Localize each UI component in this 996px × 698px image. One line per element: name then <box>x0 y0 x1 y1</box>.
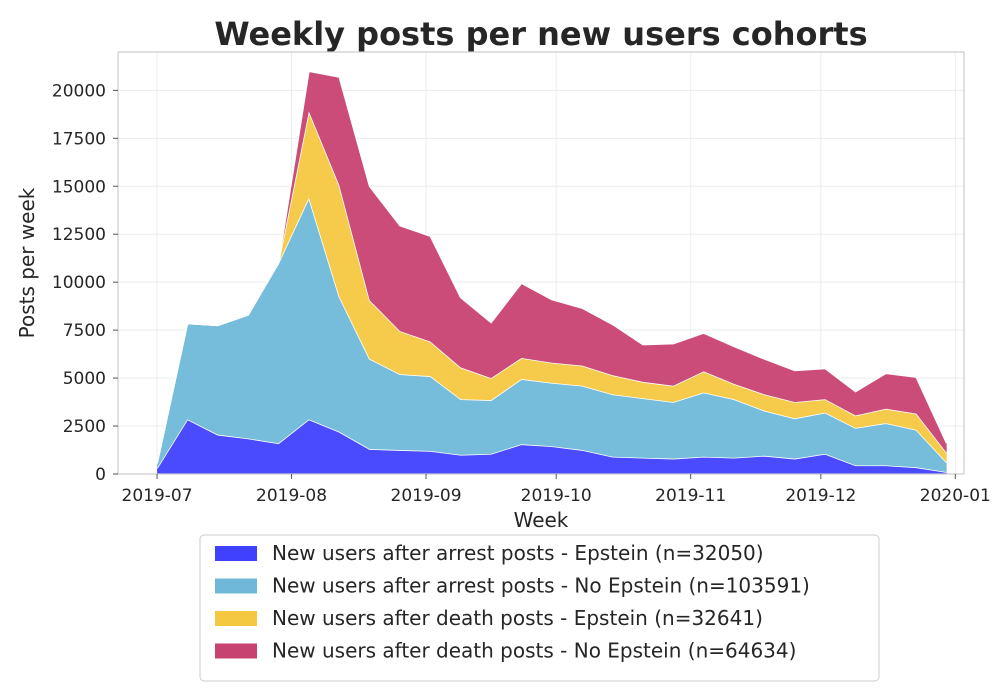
legend-swatch-4 <box>215 643 257 659</box>
area-series-4 <box>157 71 947 464</box>
x-tick-label-2: 2019-09 <box>391 486 462 506</box>
area-series-2 <box>157 197 947 473</box>
y-axis-label: Posts per week <box>15 187 39 338</box>
y-tick-label-3: 7500 <box>63 321 106 341</box>
y-tick-label-6: 15000 <box>52 177 106 197</box>
stacked-areas <box>156 70 948 474</box>
y-tick-label-7: 17500 <box>52 129 106 149</box>
legend-box <box>199 534 880 682</box>
x-tick-label-5: 2019-12 <box>785 486 856 506</box>
x-tick-label-3: 2019-10 <box>521 486 592 506</box>
x-axis-label: Week <box>514 508 569 532</box>
legend-label-1: New users after arrest posts - Epstein (… <box>272 541 764 565</box>
legend-swatch-1 <box>215 546 257 561</box>
legend-swatch-3 <box>215 611 257 626</box>
y-tick-label-8: 20000 <box>52 81 106 101</box>
legend-label-4: New users after death posts - No Epstein… <box>272 639 796 663</box>
x-tick-label-6: 2020-01 <box>920 486 991 506</box>
legend: New users after arrest posts - Epstein (… <box>199 534 880 682</box>
x-axis-ticks: 2019-07 2019-08 2019-09 2019-10 2019-11 2019-… <box>122 474 991 506</box>
y-tick-label-1: 2500 <box>63 417 106 437</box>
legend-swatch-2 <box>215 578 257 594</box>
chart-title: Weekly posts per new users cohorts <box>214 15 867 53</box>
y-tick-label-0: 0 <box>95 465 106 485</box>
y-tick-label-5: 12500 <box>52 225 106 245</box>
x-tick-label-4: 2019-11 <box>655 486 726 506</box>
legend-label-2: New users after arrest posts - No Epstei… <box>272 574 810 598</box>
x-tick-label-0: 2019-07 <box>122 486 193 506</box>
plot-frame <box>117 51 965 475</box>
legend-label-3: New users after death posts - Epstein (n… <box>272 606 763 630</box>
area-series-4-edge <box>156 70 948 464</box>
x-tick-label-1: 2019-08 <box>256 486 327 506</box>
y-tick-label-2: 5000 <box>63 369 106 389</box>
y-axis-ticks: 0 2500 5000 7500 10000 12500 15000 17500 20000 <box>52 81 118 485</box>
y-tick-label-4: 10000 <box>52 273 106 293</box>
